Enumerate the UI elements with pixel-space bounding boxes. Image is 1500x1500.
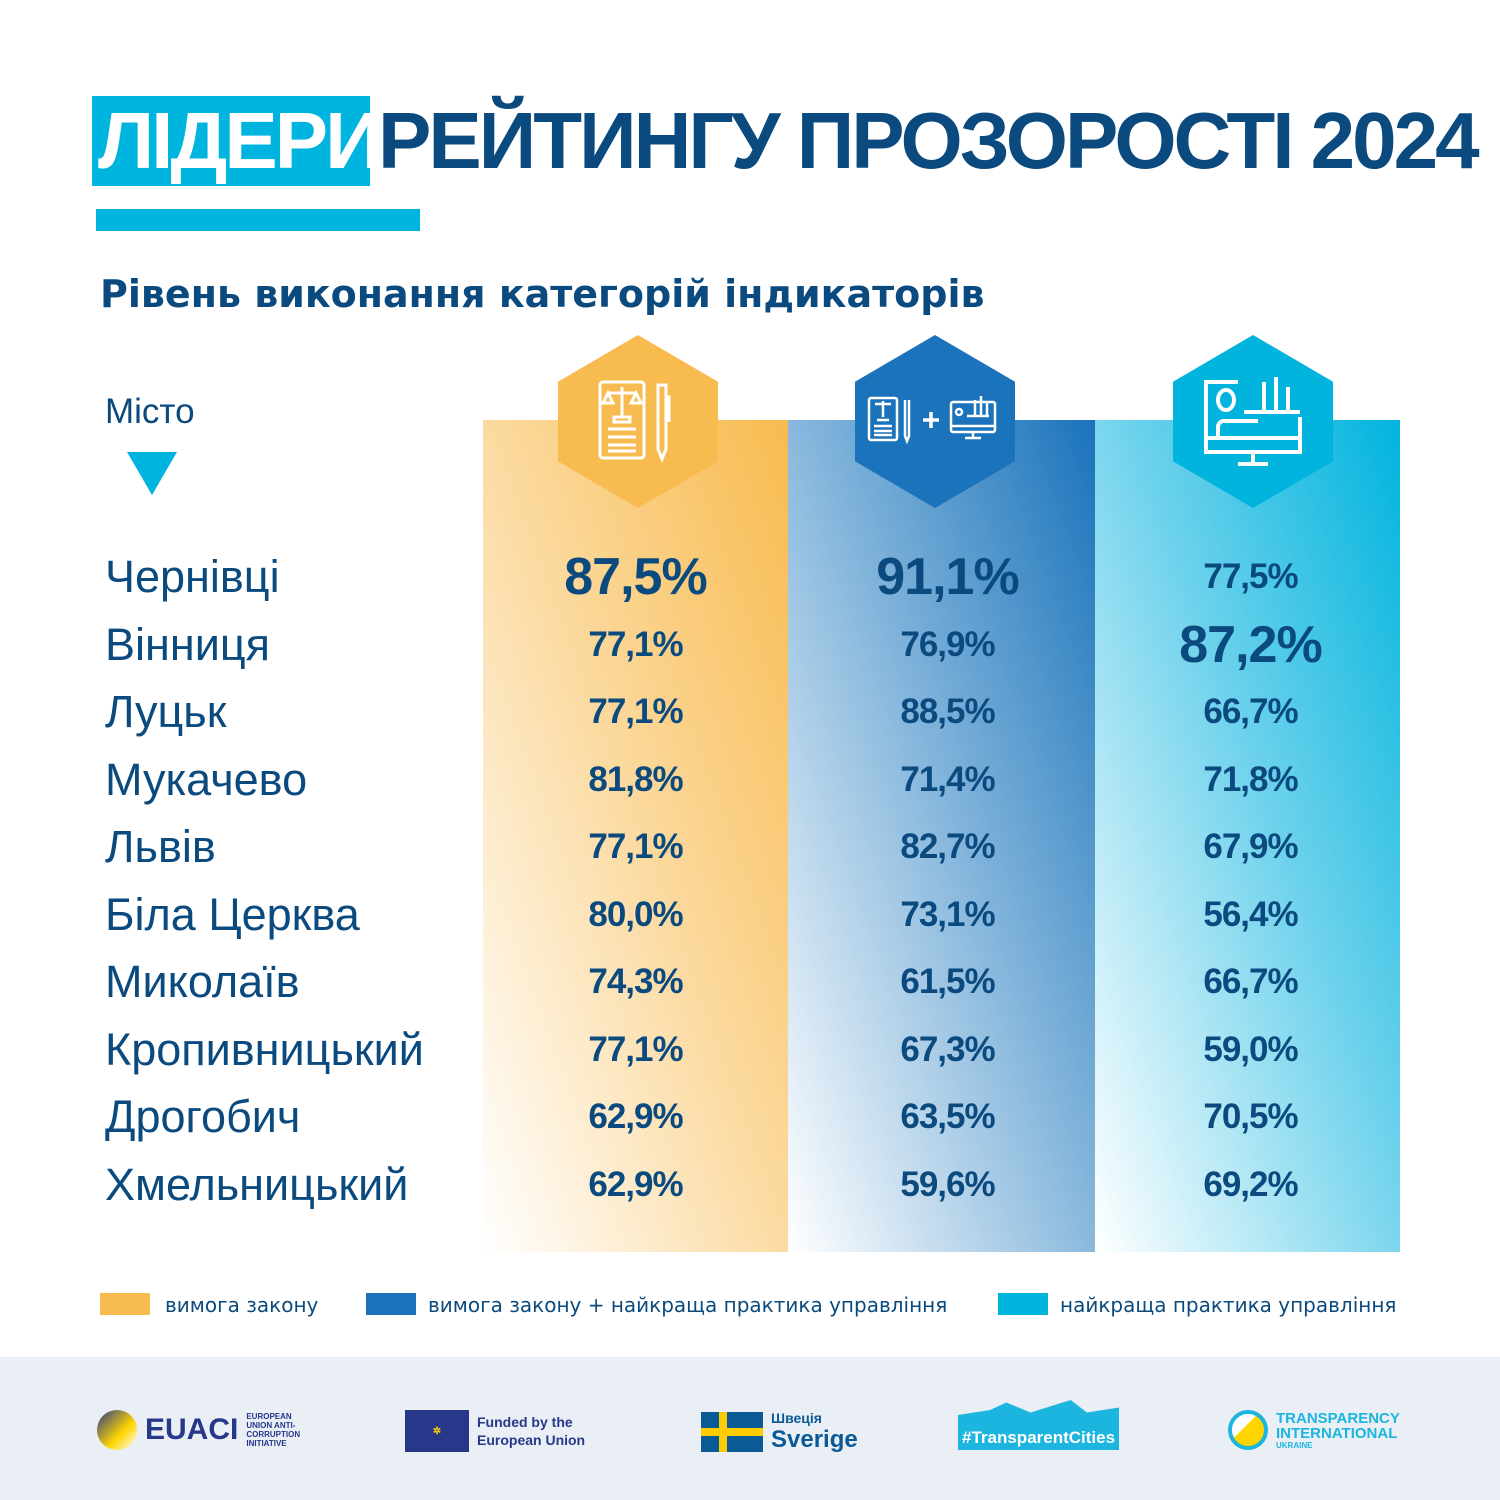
value-cell: 66,7%: [1203, 962, 1298, 1001]
subtitle: Рівень виконання категорій індикаторів: [100, 272, 985, 316]
city-name: Вінниця: [105, 618, 270, 670]
value-cell: 59,0%: [1203, 1029, 1298, 1069]
value-cell: 62,9%: [588, 1097, 683, 1136]
value-cell: 88,5%: [900, 692, 995, 731]
value-cell: 67,9%: [1203, 827, 1298, 866]
page-title: РЕЙТИНГУ ПРОЗОРОСТІ 2024: [378, 96, 1480, 185]
city-name: Хмельницький: [105, 1158, 409, 1210]
legend-swatch-law-plus-practice: [366, 1293, 416, 1315]
value-cell: 59,6%: [900, 1164, 995, 1204]
value-cell: 87,5%: [564, 548, 707, 606]
value-cell: 77,1%: [588, 1029, 683, 1069]
legend-label-law-plus-practice: вимога закону + найкраща практика управл…: [428, 1293, 948, 1317]
value-cell: 77,1%: [588, 827, 683, 866]
value-cell: 76,9%: [900, 624, 995, 664]
value-cell: 67,3%: [900, 1029, 995, 1069]
logo-sweden: Швеція Sverige: [701, 1410, 858, 1454]
value-cell: 66,7%: [1203, 692, 1298, 731]
title-underline: [96, 209, 420, 231]
city-name: Львів: [105, 821, 216, 872]
city-column-header: Місто: [105, 392, 195, 431]
city-name: Чернівці: [105, 551, 280, 602]
city-name: Кропивницький: [105, 1023, 424, 1075]
value-cell: 62,9%: [588, 1164, 683, 1204]
value-cell: 69,2%: [1203, 1164, 1298, 1204]
city-name: Миколаїв: [105, 956, 300, 1007]
column-law: [483, 420, 788, 1252]
logo-transparent-cities: #TransparentCities: [958, 1400, 1120, 1450]
legend-swatch-practice: [998, 1293, 1048, 1315]
value-cell: 61,5%: [900, 962, 995, 1001]
value-cell: 81,8%: [588, 759, 683, 799]
logo-transparency-international: TRANSPARENCY INTERNATIONAL UKRAINE: [1228, 1410, 1416, 1450]
city-name: Мукачево: [105, 753, 308, 805]
value-cell: 91,1%: [876, 548, 1019, 606]
legend-label-law: вимога закону: [165, 1293, 319, 1317]
column-law-plus-practice: [788, 420, 1095, 1252]
city-name: Біла Церква: [105, 888, 360, 940]
city-name: Дрогобич: [105, 1091, 301, 1142]
value-cell: 63,5%: [900, 1097, 995, 1136]
value-cell: 73,1%: [900, 894, 995, 934]
legend-label-practice: найкраща практика управління: [1060, 1293, 1397, 1317]
value-cell: 77,1%: [588, 692, 683, 731]
title-highlight-box: [92, 96, 370, 186]
value-cell: 77,5%: [1203, 557, 1298, 596]
legend-swatch-law: [100, 1293, 150, 1315]
sort-triangle-icon: [127, 452, 177, 495]
title-highlight: ЛІДЕРИ: [98, 96, 383, 185]
value-cell: 71,8%: [1203, 759, 1298, 799]
value-cell: 70,5%: [1203, 1097, 1298, 1136]
value-cell: 77,1%: [588, 624, 683, 664]
logo-euaci: EUACI EUROPEAN UNION ANTI-CORRUPTION INI…: [97, 1410, 318, 1450]
value-cell: 71,4%: [900, 759, 995, 799]
logo-eu: ✲ Funded by the European Union: [405, 1410, 617, 1452]
value-cell: 56,4%: [1203, 894, 1298, 934]
column-practice: [1095, 420, 1400, 1252]
value-cell: 80,0%: [588, 894, 683, 934]
value-cell: 87,2%: [1179, 615, 1322, 674]
value-cell: 82,7%: [900, 827, 995, 866]
city-name: Луцьк: [105, 686, 227, 737]
value-cell: 74,3%: [588, 962, 683, 1001]
